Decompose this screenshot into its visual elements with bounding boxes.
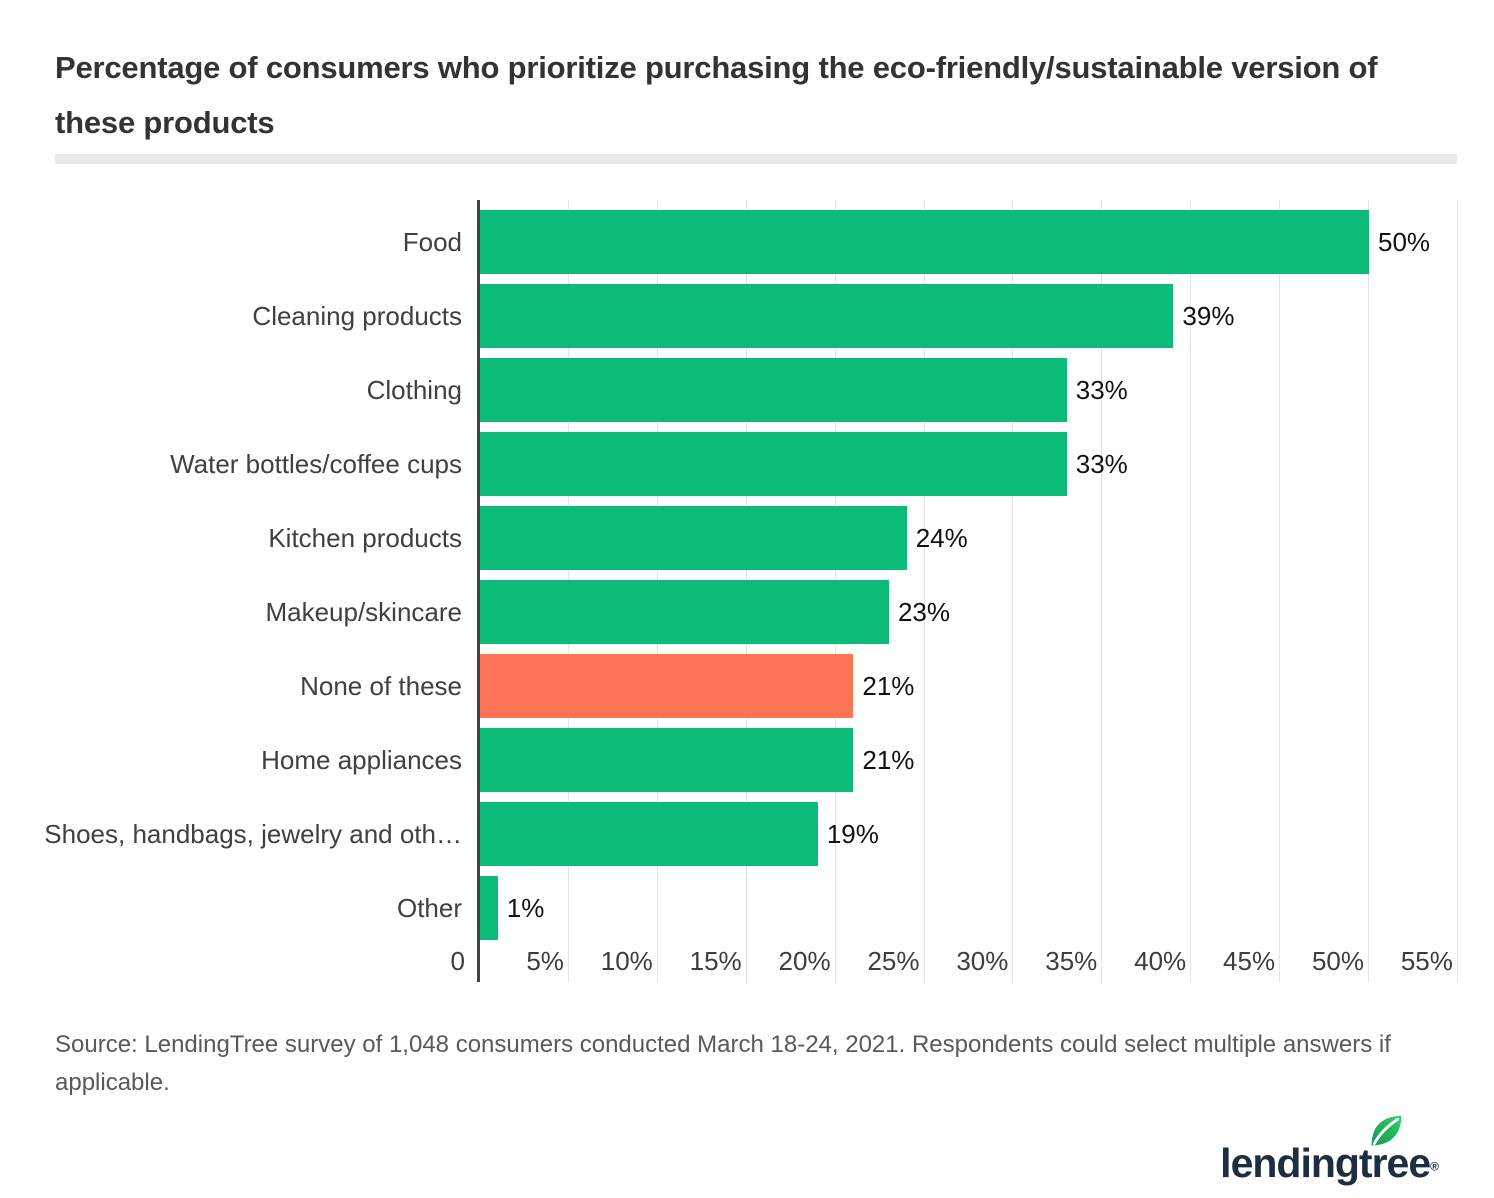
category-label: Cleaning products xyxy=(252,300,462,331)
category-label: None of these xyxy=(300,670,462,701)
leaf-icon xyxy=(1371,1115,1402,1146)
gridline-40 xyxy=(1190,200,1192,982)
lendingtree-logo: lendingtree® xyxy=(1220,1115,1439,1187)
title-divider xyxy=(55,154,1457,164)
gridline-30 xyxy=(1012,200,1014,982)
bar-segment xyxy=(480,284,1174,348)
value-label: 23% xyxy=(897,596,950,627)
bar-segment xyxy=(480,506,907,570)
gridline-50 xyxy=(1368,200,1369,982)
x-tick-20: 20% xyxy=(778,946,831,976)
page-title: Percentage of consumers who prioritize p… xyxy=(55,50,1378,140)
y-axis-line xyxy=(477,200,480,982)
bar-segment xyxy=(480,580,889,644)
x-tick-10: 10% xyxy=(600,946,653,976)
x-tick-5: 5% xyxy=(526,946,564,976)
gridline-55 xyxy=(1456,200,1458,982)
x-tick-30: 30% xyxy=(956,946,1009,976)
gridline-45 xyxy=(1279,200,1281,982)
category-label: Shoes, handbags, jewelry and oth… xyxy=(44,818,462,849)
bar-segment xyxy=(480,802,818,866)
bar-segment xyxy=(480,432,1067,496)
value-label: 21% xyxy=(862,744,915,775)
category-label: Other xyxy=(396,892,462,923)
x-tick-35: 35% xyxy=(1045,946,1098,976)
bar-segment xyxy=(480,876,498,940)
x-tick-50: 50% xyxy=(1311,946,1364,976)
gridline-25 xyxy=(923,200,925,982)
bar-segment xyxy=(480,210,1369,274)
bar-segment xyxy=(480,358,1067,422)
category-label: Clothing xyxy=(366,374,462,405)
value-label: 33% xyxy=(1075,448,1128,479)
registered-mark: ® xyxy=(1430,1159,1439,1174)
x-tick-45: 45% xyxy=(1223,946,1276,976)
category-label: Water bottles/coffee cups xyxy=(170,448,462,479)
category-label: Makeup/skincare xyxy=(265,596,462,627)
x-tick-25: 25% xyxy=(867,946,920,976)
value-label: 24% xyxy=(915,522,968,553)
x-tick-40: 40% xyxy=(1134,946,1187,976)
x-tick-15: 15% xyxy=(689,946,742,976)
value-label: 33% xyxy=(1075,374,1128,405)
x-tick-55: 55% xyxy=(1400,946,1453,976)
gridline-35 xyxy=(1101,200,1103,982)
value-label: 39% xyxy=(1182,300,1235,331)
bar-highlight xyxy=(480,654,854,718)
category-label: Home appliances xyxy=(261,744,462,775)
x-tick-0: 0 xyxy=(450,946,465,976)
value-label: 21% xyxy=(862,670,915,701)
bar-segment xyxy=(480,728,854,792)
logo-wordmark: lendingtree xyxy=(1220,1140,1431,1186)
category-label: Food xyxy=(402,226,462,257)
value-label: 50% xyxy=(1378,226,1431,257)
category-label: Kitchen products xyxy=(268,522,462,553)
value-label: 19% xyxy=(826,818,879,849)
value-label: 1% xyxy=(506,892,545,923)
bar-chart: 0 5% 10% 15% 20% 25% 30% 35% 40% 45% 50% 55% Food 50%… xyxy=(0,200,1494,1000)
source-note: Source: LendingTree survey of 1,048 cons… xyxy=(55,1031,1391,1096)
